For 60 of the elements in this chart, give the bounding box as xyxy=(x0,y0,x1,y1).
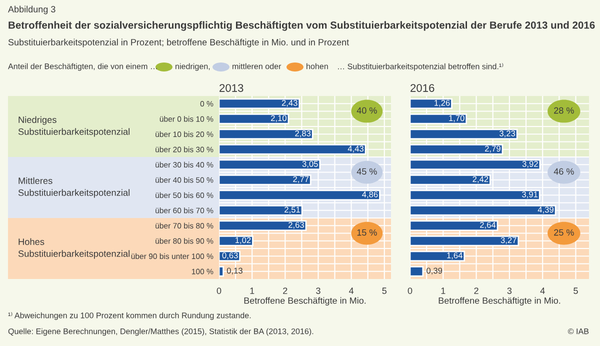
data-label: 1,26 xyxy=(434,100,450,107)
data-label: 0,39 xyxy=(426,268,442,275)
x-tick-label: 3 xyxy=(507,288,512,294)
text: ¹⁾ Abweichungen zu 100 Prozent kommen durch Rundung zustande. xyxy=(8,312,251,320)
data-label: 3,23 xyxy=(500,130,516,138)
band-label: Hohes Substituierbarkeitspotenzial xyxy=(18,238,130,259)
data-label: 0,13 xyxy=(226,268,242,275)
chart-title: 2016 xyxy=(410,84,434,92)
x-tick-label: 2 xyxy=(474,288,478,294)
data-label: 1,70 xyxy=(449,115,464,122)
data-label: 2,42 xyxy=(472,176,488,184)
data-label: 2,43 xyxy=(282,100,298,107)
text: Betroffenheit der sozialversicherungspflichtig Beschäftigten vom Substituierbarkeitspotenzial der Berufe 2013 und 2016 xyxy=(8,21,595,31)
annotation: 15 % xyxy=(357,229,377,236)
x-tick-label: 5 xyxy=(382,288,387,294)
annotation: 45 % xyxy=(356,168,377,175)
text: Anteil der Beschäftigten, die von einem … xyxy=(8,63,157,71)
data-label: 2,79 xyxy=(485,146,500,153)
data-label: 4,39 xyxy=(538,206,554,214)
data-label: 2,63 xyxy=(288,222,304,229)
data-label: 4,86 xyxy=(362,191,378,198)
text: Abbildung 3 xyxy=(8,6,56,14)
data-label: 2,10 xyxy=(271,115,286,122)
data-label: 3,05 xyxy=(302,160,318,168)
data-label: 1,02 xyxy=(236,237,251,244)
data-label: 2,51 xyxy=(284,206,300,214)
x-tick-label: 2 xyxy=(283,288,288,294)
data-label: 4,43 xyxy=(348,146,364,153)
x-axis-title: Betroffene Beschäftigte in Mio. xyxy=(244,297,366,306)
source-note: Quelle: Eigene Berechnungen, Dengler/Matthes (2015), Statistik der BA (2013, 2016). xyxy=(8,328,314,336)
data-label: 3,92 xyxy=(522,160,538,168)
band-label: Mittleres Substituierbarkeitspotenzial xyxy=(18,177,130,198)
annotation: 46 % xyxy=(554,168,574,175)
chart-title: 2013 xyxy=(220,84,244,92)
x-tick-label: 5 xyxy=(574,288,578,294)
text: Substituierbarkeitspotenzial in Prozent; betroffene Beschäftigte in Mio. und in Prozent xyxy=(8,38,350,48)
text: hohen xyxy=(306,63,328,70)
annotation: 40 % xyxy=(356,107,377,114)
text: niedrigen, xyxy=(176,63,210,71)
data-label: 0,63 xyxy=(222,252,238,260)
x-tick-label: 1 xyxy=(441,288,446,294)
annotation: 28 % xyxy=(554,107,574,114)
data-label: 3,27 xyxy=(500,237,516,244)
x-tick-label: 0 xyxy=(408,288,412,294)
data-label: 3,91 xyxy=(522,191,538,198)
x-tick-label: 4 xyxy=(349,288,354,294)
data-label: 2,64 xyxy=(480,222,496,229)
band-label: Niedriges Substituierbarkeitspotenzial xyxy=(18,116,130,137)
text: … Substituierbarkeitspotenzial betroffen sind.¹⁾ xyxy=(338,63,504,71)
x-axis-title: Betroffene Beschäftigte in Mio. xyxy=(438,297,560,306)
data-label: 2,83 xyxy=(295,130,311,138)
annotation: 25 % xyxy=(554,229,574,236)
x-tick-label: 4 xyxy=(540,288,545,294)
x-tick-label: 3 xyxy=(316,288,320,294)
x-tick-label: 0 xyxy=(216,288,222,294)
data-label: 1,64 xyxy=(447,252,462,260)
text: © IAB xyxy=(568,328,589,334)
x-tick-label: 1 xyxy=(250,288,254,294)
data-label: 2,77 xyxy=(293,176,309,184)
text: mittleren oder xyxy=(232,63,282,70)
